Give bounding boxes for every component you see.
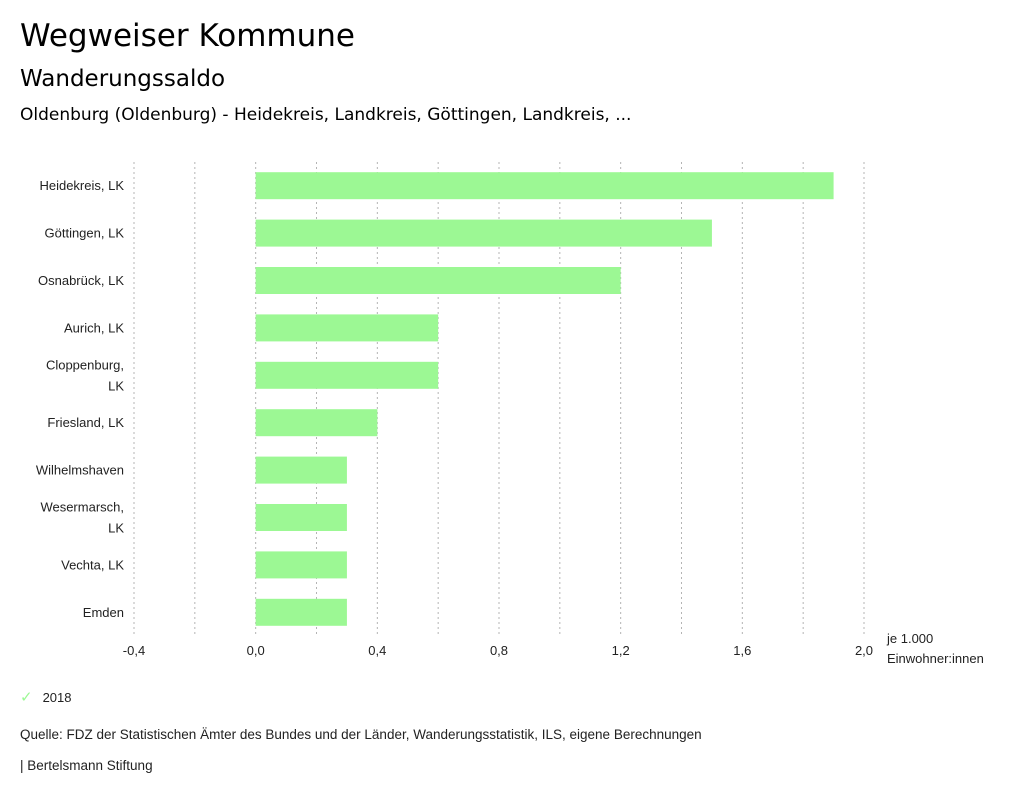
bars — [255, 172, 834, 626]
legend[interactable]: ✓ 2018 — [20, 688, 72, 706]
bar[interactable] — [255, 409, 378, 437]
bar[interactable] — [255, 598, 347, 626]
category-label: Emden — [83, 605, 124, 620]
category-label: Wilhelmshaven — [36, 463, 124, 478]
bar-chart: Heidekreis, LK Göttingen, LK Osnabrück, LK… — [36, 162, 984, 666]
credit-note: | Bertelsmann Stiftung — [20, 758, 153, 773]
x-axis-label: Einwohner:innen — [887, 651, 984, 666]
legend-label: 2018 — [42, 689, 72, 705]
region-selection: Oldenburg (Oldenburg) - Heidekreis, Land… — [20, 105, 632, 125]
category-label: Heidekreis, LK — [39, 178, 124, 193]
x-tick-label: 1,2 — [612, 643, 630, 658]
category-label: Cloppenburg, LK — [46, 357, 124, 393]
bar[interactable] — [255, 551, 347, 579]
source-note: Quelle: FDZ der Statistischen Ämter des … — [20, 727, 702, 742]
category-label: Göttingen, LK — [45, 226, 125, 241]
bar[interactable] — [255, 504, 347, 531]
x-axis-label: je 1.000 — [886, 631, 933, 646]
chart-subtitle: Wanderungssaldo — [20, 66, 226, 92]
bar[interactable] — [255, 314, 439, 342]
category-label: Osnabrück, LK — [38, 273, 124, 288]
bar[interactable] — [255, 172, 834, 200]
x-tick-label: 0,8 — [490, 643, 508, 658]
page-title: Wegweiser Kommune — [20, 18, 355, 54]
check-icon[interactable]: ✓ — [20, 689, 33, 706]
x-tick-label: 0,0 — [247, 643, 265, 658]
x-axis-unit: je 1.000 Einwohner:innen — [886, 631, 984, 666]
x-tick-label: -0,4 — [123, 643, 145, 658]
category-labels: Heidekreis, LK Göttingen, LK Osnabrück, LK… — [36, 178, 124, 620]
x-tick-label: 0,4 — [368, 643, 386, 658]
x-tick-label: 1,6 — [733, 643, 751, 658]
bar[interactable] — [255, 361, 439, 389]
bar[interactable] — [255, 219, 712, 247]
category-label: Wesermarsch, LK — [40, 500, 124, 536]
bar[interactable] — [255, 267, 621, 294]
x-tick-labels: -0,4 0,0 0,4 0,8 1,2 1,6 2,0 — [123, 643, 873, 658]
category-label: Vechta, LK — [61, 557, 124, 572]
category-label: Friesland, LK — [47, 415, 124, 430]
bar[interactable] — [255, 456, 347, 484]
x-tick-label: 2,0 — [855, 643, 873, 658]
category-label: Aurich, LK — [64, 320, 124, 335]
